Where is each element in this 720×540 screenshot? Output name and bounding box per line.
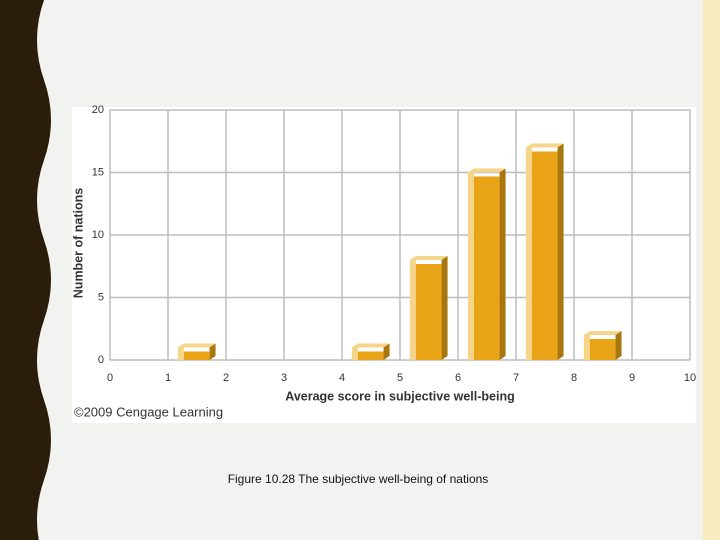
bar: [531, 151, 558, 360]
bar-highlight: [583, 335, 590, 360]
bar-top: [467, 168, 506, 173]
x-axis-title: Average score in subjective well-being: [285, 389, 514, 403]
y-tick-label: 20: [92, 104, 104, 116]
x-tick-label: 1: [165, 372, 171, 384]
bar-side: [383, 343, 390, 360]
x-tick-label: 7: [513, 372, 519, 384]
caption: Figure 10.28 The subjective well-being o…: [228, 472, 489, 486]
bar-top: [583, 331, 622, 335]
bar-top: [525, 143, 564, 148]
bar: [415, 264, 442, 360]
x-tick-label: 2: [223, 372, 229, 384]
x-tick-label: 10: [684, 372, 696, 384]
bar-highlight: [409, 260, 416, 360]
bar: [473, 176, 500, 360]
bar-side: [441, 256, 448, 360]
bar-side: [209, 343, 216, 360]
bar-highlight: [177, 347, 184, 360]
bar-side: [499, 168, 506, 360]
x-tick-label: 0: [107, 372, 113, 384]
right-stripe: [703, 0, 720, 540]
bar-top: [177, 343, 216, 348]
y-tick-label: 5: [98, 291, 104, 303]
y-tick-label: 0: [98, 354, 104, 366]
y-tick-label: 10: [92, 229, 104, 241]
bar-top: [409, 256, 448, 260]
x-tick-label: 8: [571, 372, 577, 384]
bar: [589, 339, 616, 360]
y-tick-label: 15: [92, 166, 104, 178]
bar-side: [557, 143, 564, 360]
x-tick-label: 4: [339, 372, 345, 384]
bar-side: [615, 331, 622, 360]
x-tick-label: 9: [629, 372, 635, 384]
bar-highlight: [467, 172, 474, 360]
bar-highlight: [525, 147, 532, 360]
bar: [357, 351, 384, 360]
bar-top: [351, 343, 390, 348]
source-credit: ©2009 Cengage Learning: [74, 404, 223, 419]
x-tick-label: 5: [397, 372, 403, 384]
y-axis-title: Number of nations: [71, 188, 85, 298]
bar: [183, 351, 210, 360]
bar-highlight: [351, 347, 358, 360]
wavy-border: [0, 0, 51, 540]
plot: 0 5 10 15 20 0 1 2 3 4 5 6 7 8 9 10: [92, 104, 696, 384]
x-tick-label: 3: [281, 372, 287, 384]
x-tick-label: 6: [455, 372, 461, 384]
